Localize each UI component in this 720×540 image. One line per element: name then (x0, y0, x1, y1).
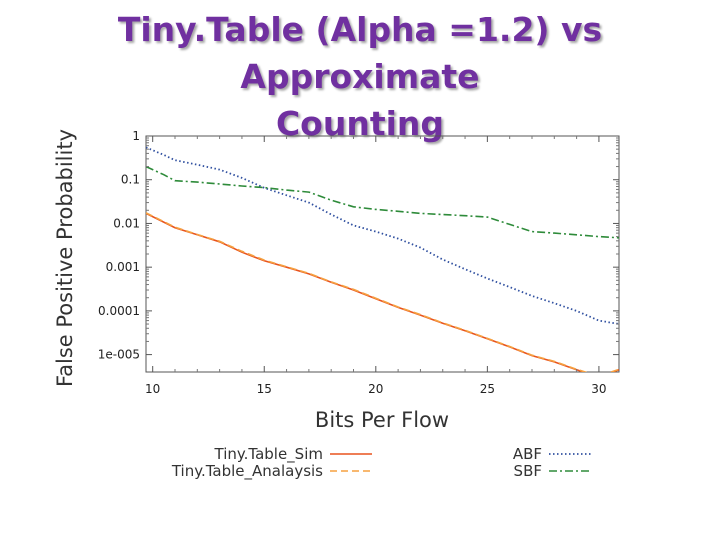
y-tick-label: 0.1 (121, 173, 140, 187)
series-line-tiny-table-analaysis (146, 212, 619, 372)
series-line-abf (146, 146, 619, 325)
series-line-tiny-table-sim (146, 212, 619, 372)
y-tick-label: 0.001 (106, 260, 140, 274)
legend-label-tiny-table-analaysis: Tiny.Table_Analaysis (171, 462, 323, 481)
legend-label-tiny-table-sim: Tiny.Table_Sim (214, 445, 323, 464)
x-tick-label: 15 (257, 382, 272, 396)
series-line-sbf (146, 165, 619, 239)
slide-title: Tiny.Table (Alpha =1.2) vs Approximate C… (117, 10, 603, 143)
y-tick-label: 1 (132, 129, 140, 143)
y-axis-title: False Positive Probability (53, 129, 77, 387)
y-tick-label: 0.01 (113, 216, 140, 230)
y-tick-label: 1e-005 (98, 348, 140, 362)
y-tick-label: 0.0001 (98, 304, 140, 318)
legend-label-sbf: SBF (514, 462, 542, 480)
legend-label-abf: ABF (513, 445, 542, 463)
x-axis-title: Bits Per Flow (315, 408, 449, 432)
x-tick-label: 10 (145, 382, 160, 396)
x-tick-label: 30 (591, 382, 606, 396)
x-tick-label: 25 (480, 382, 495, 396)
plot-area (145, 135, 620, 373)
x-tick-label: 20 (368, 382, 383, 396)
